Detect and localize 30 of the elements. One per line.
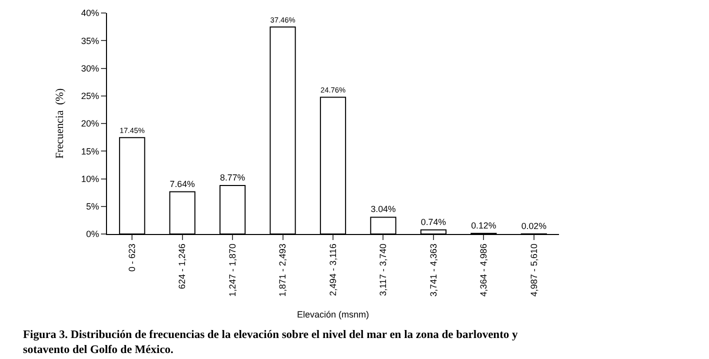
x-tick-label: 0 - 623 <box>127 244 138 272</box>
y-tick-label: 5% <box>86 202 100 212</box>
data-label: 8.77% <box>220 172 246 183</box>
data-label: 24.76% <box>320 86 346 95</box>
y-tick-label: 0% <box>86 229 100 240</box>
y-tick-label: 10% <box>81 174 100 184</box>
x-tick-label: 3,117 - 3,740 <box>378 244 388 296</box>
y-tick-label: 40% <box>81 8 100 18</box>
x-tick-label: 2,494 - 3,116 <box>328 244 338 296</box>
x-axis-title: Elevación (msnm) <box>296 309 370 320</box>
x-tick-label: 1,871 - 2,493 <box>278 244 288 297</box>
data-label: 17.45% <box>120 126 146 135</box>
x-tick-label: 624 - 1,246 <box>177 244 188 290</box>
data-label: 7.64% <box>170 178 196 189</box>
y-axis-title: Frecuencia (%) <box>54 88 66 159</box>
y-tick-label: 20% <box>81 118 100 129</box>
y-tick-label: 25% <box>81 91 100 102</box>
x-tick-label: 4,987 - 5,610 <box>528 244 539 297</box>
data-label: 0.02% <box>521 220 547 231</box>
x-tick-label: 4,364 - 4,986 <box>478 244 489 297</box>
y-tick-label: 15% <box>81 146 100 156</box>
data-label: 0.74% <box>420 216 446 227</box>
data-label: 3.04% <box>370 204 396 214</box>
data-label: 37.46% <box>270 15 296 24</box>
y-tick-label: 30% <box>81 63 100 74</box>
data-label: 0.12% <box>471 220 496 230</box>
text: Figura 3. Distribución de frecuencias de la elevación sobre el nivel del mar en la zona de barlovento y sotavento del Golfo de México. <box>23 329 518 356</box>
x-tick-label: 1,247 - 1,870 <box>227 244 238 297</box>
x-tick-label: 3,741 - 4,363 <box>428 244 438 297</box>
y-tick-label: 35% <box>81 36 100 46</box>
